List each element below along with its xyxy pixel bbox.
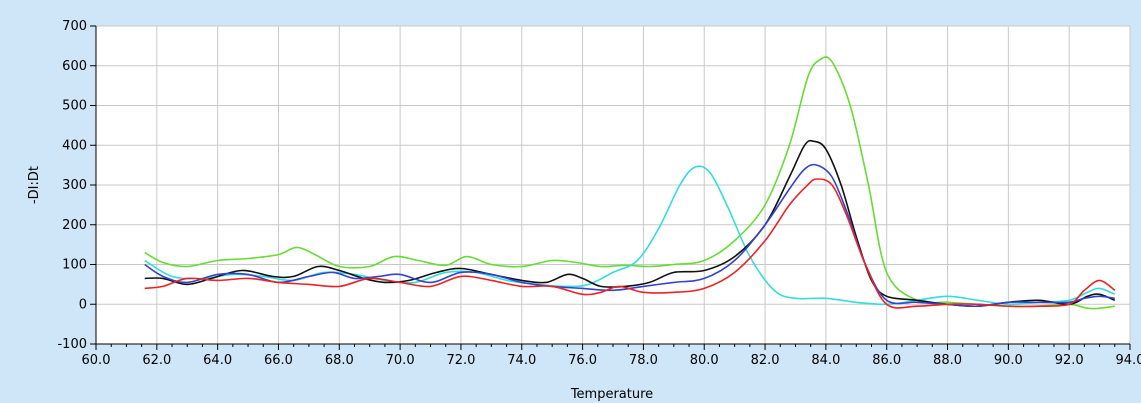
y-tick-label: 500 [62,99,87,114]
y-tick-label: 300 [62,178,87,193]
series-line-5 [144,178,1116,309]
x-tick-label: 94.0 [1116,353,1141,368]
x-tick-label: 88.0 [933,353,962,368]
x-tick-label: 78.0 [629,353,658,368]
x-tick-labels: 60.0 62.0 64.0 66.0 68.0 70.0 72.0 74.0 76.0 78.0… [82,353,1141,368]
x-tick-label: 76.0 [568,353,597,368]
x-tick-label: 72.0 [446,353,475,368]
x-tick-label: 92.0 [1055,353,1084,368]
series-group [144,56,1116,310]
y-tick-label: 600 [62,59,87,74]
y-tick-label: 200 [62,218,87,233]
y-tick-label: -100 [57,337,87,352]
series-line-1 [144,56,1115,310]
x-tick-label: 80.0 [690,353,719,368]
x-tick-label: 62.0 [142,353,171,368]
x-tick-label: 66.0 [264,353,293,368]
x-tick-label: 64.0 [203,353,232,368]
x-tick-label: 84.0 [811,353,840,368]
x-tick-label: 90.0 [994,353,1023,368]
y-tick-labels: -100 0 100 200 300 400 500 600 700 [57,19,87,352]
y-tick-label: 0 [79,297,87,312]
x-tick-label: 68.0 [325,353,354,368]
y-axis-title: -DI:Dt [27,166,42,204]
x-tick-label: 82.0 [751,353,780,368]
y-tick-label: 700 [62,19,87,34]
x-axis-title: Temperature [570,387,653,402]
x-tick-label: 86.0 [872,353,901,368]
y-tick-label: 400 [62,138,87,153]
y-tick-label: 100 [62,258,87,273]
x-tick-label: 74.0 [507,353,536,368]
axes [90,25,1131,350]
series-line-4 [144,163,1115,308]
x-tick-label: 60.0 [82,353,111,368]
x-tick-label: 70.0 [386,353,415,368]
